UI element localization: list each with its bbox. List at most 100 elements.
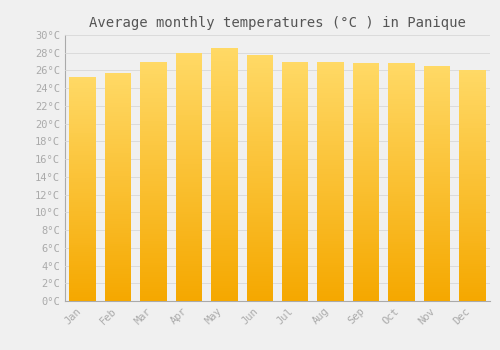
Bar	[105, 158, 132, 160]
Bar	[424, 266, 450, 268]
Bar	[211, 268, 238, 271]
Bar	[388, 184, 414, 187]
Bar	[246, 294, 273, 296]
Bar	[459, 266, 485, 269]
Bar	[140, 88, 167, 90]
Bar	[105, 148, 132, 150]
Bar	[388, 234, 414, 237]
Bar	[70, 267, 96, 270]
Bar	[388, 237, 414, 239]
Bar	[176, 127, 202, 130]
Bar	[211, 210, 238, 212]
Bar	[176, 209, 202, 212]
Bar	[459, 296, 485, 299]
Bar	[282, 191, 308, 193]
Bar	[459, 289, 485, 292]
Bar	[424, 116, 450, 118]
Bar	[353, 168, 380, 170]
Bar	[140, 78, 167, 81]
Bar	[140, 219, 167, 222]
Bar	[353, 258, 380, 261]
Bar	[459, 124, 485, 126]
Bar	[388, 106, 414, 108]
Bar	[282, 162, 308, 164]
Bar	[176, 244, 202, 246]
Bar	[105, 246, 132, 248]
Bar	[176, 299, 202, 301]
Bar	[318, 169, 344, 172]
Bar	[459, 250, 485, 253]
Bar	[246, 92, 273, 95]
Bar	[318, 222, 344, 224]
Bar	[353, 218, 380, 220]
Bar	[353, 75, 380, 78]
Bar	[424, 176, 450, 179]
Bar	[353, 253, 380, 256]
Bar	[246, 222, 273, 225]
Bar	[318, 88, 344, 90]
Bar	[70, 169, 96, 171]
Bar	[318, 179, 344, 181]
Bar	[353, 184, 380, 187]
Bar	[211, 142, 238, 144]
Bar	[105, 215, 132, 217]
Bar	[70, 135, 96, 137]
Bar	[140, 251, 167, 253]
Bar	[388, 149, 414, 151]
Bar	[246, 264, 273, 267]
Bar	[105, 112, 132, 114]
Bar	[282, 270, 308, 272]
Bar	[211, 182, 238, 185]
Bar	[176, 254, 202, 256]
Bar	[246, 90, 273, 92]
Bar	[318, 81, 344, 83]
Bar	[318, 176, 344, 179]
Bar	[211, 215, 238, 218]
Bar	[459, 149, 485, 151]
Bar	[318, 64, 344, 66]
Bar	[424, 160, 450, 162]
Bar	[105, 162, 132, 164]
Bar	[282, 88, 308, 90]
Bar	[318, 208, 344, 210]
Bar	[105, 117, 132, 119]
Bar	[353, 147, 380, 149]
Bar	[318, 71, 344, 74]
Bar	[424, 235, 450, 238]
Bar	[70, 270, 96, 272]
Bar	[388, 137, 414, 139]
Bar	[424, 136, 450, 139]
Bar	[70, 223, 96, 225]
Bar	[176, 202, 202, 204]
Bar	[246, 63, 273, 65]
Bar	[459, 285, 485, 287]
Bar	[388, 135, 414, 137]
Bar	[424, 282, 450, 285]
Bar	[424, 85, 450, 87]
Bar	[140, 198, 167, 201]
Bar	[318, 186, 344, 189]
Bar	[282, 78, 308, 81]
Bar	[353, 104, 380, 106]
Bar	[353, 154, 380, 156]
Bar	[388, 228, 414, 230]
Bar	[105, 230, 132, 233]
Bar	[105, 110, 132, 112]
Bar	[424, 92, 450, 94]
Bar	[318, 196, 344, 198]
Bar	[282, 129, 308, 131]
Bar	[105, 75, 132, 78]
Bar	[388, 161, 414, 163]
Bar	[105, 285, 132, 287]
Bar	[424, 259, 450, 261]
Bar	[140, 112, 167, 114]
Bar	[211, 104, 238, 106]
Bar	[282, 71, 308, 74]
Bar	[211, 223, 238, 225]
Bar	[105, 244, 132, 246]
Bar	[353, 70, 380, 73]
Bar	[318, 279, 344, 282]
Bar	[282, 284, 308, 287]
Bar	[211, 256, 238, 258]
Bar	[140, 119, 167, 121]
